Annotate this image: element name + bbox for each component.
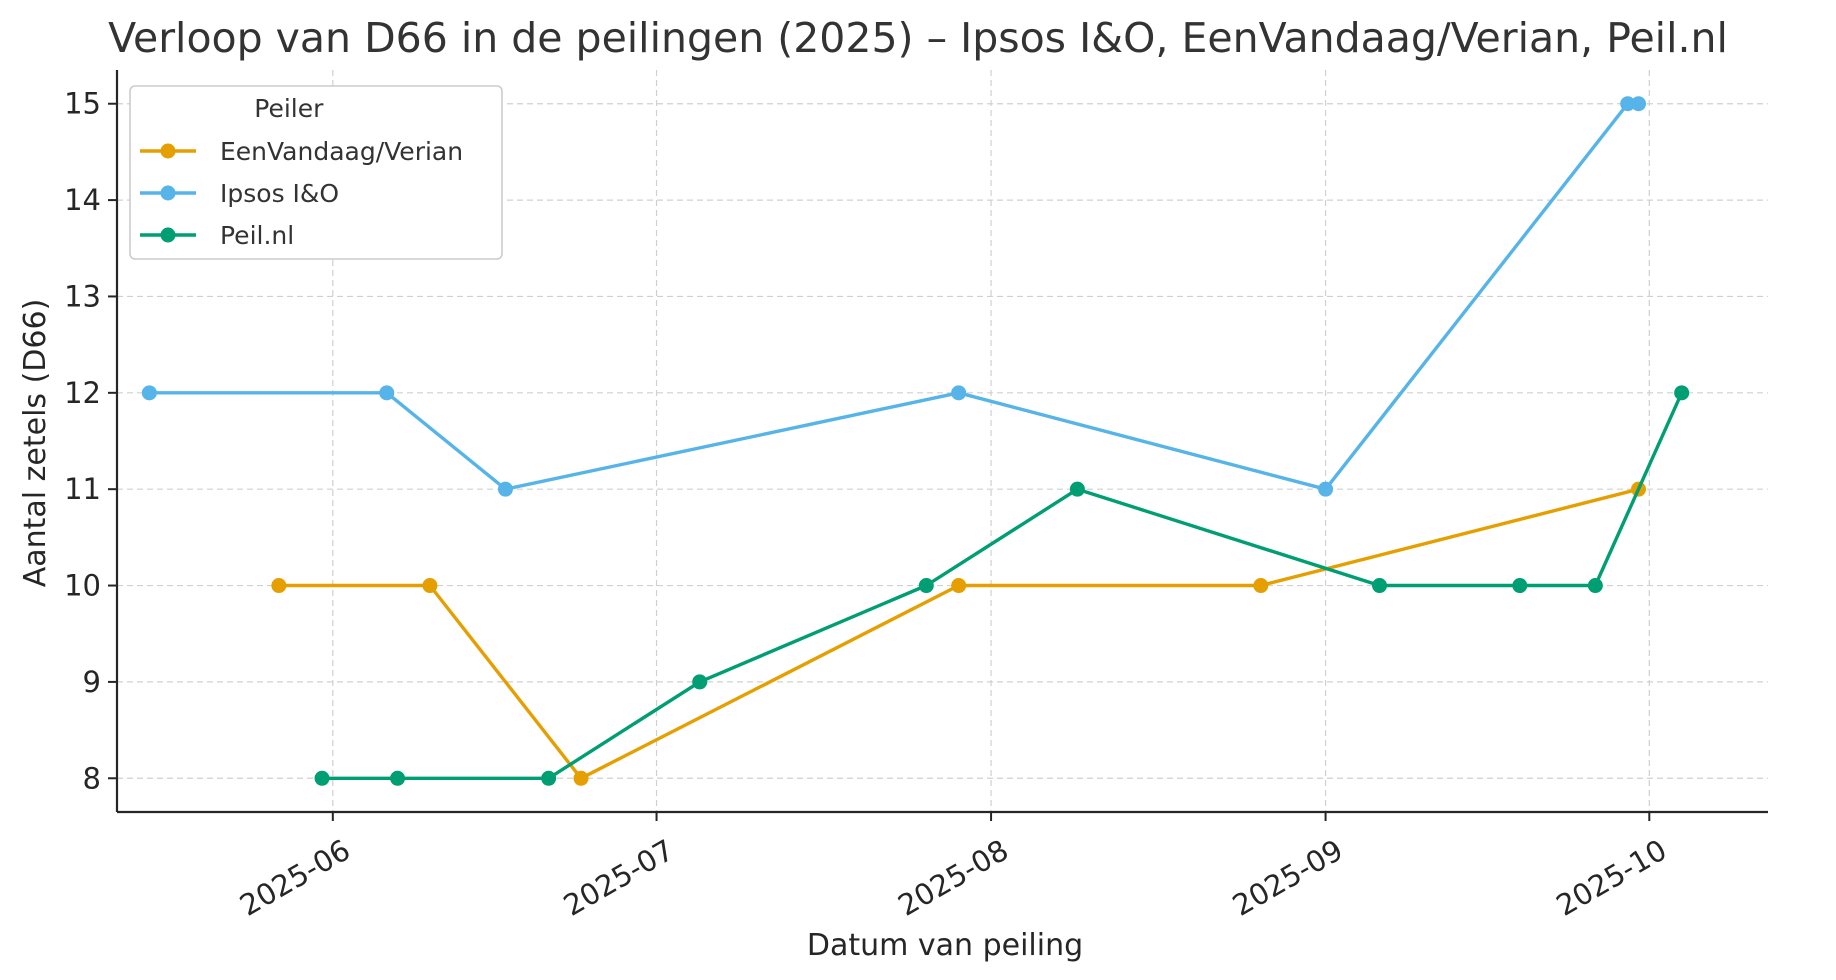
data-point-peil-nl: [692, 674, 708, 690]
data-point-ipsos-i-o: [1620, 96, 1636, 112]
series-line-peil-nl: [320, 391, 1684, 780]
series-ipsos-i-o: [141, 96, 1647, 497]
legend-marker-swatch: [160, 143, 176, 159]
legend: Peiler EenVandaag/Verian Ipsos I&O Peil.nl: [129, 85, 503, 260]
series-lines: [141, 96, 1690, 786]
legend-item-eenvandaag-verian: EenVandaag/Verian: [140, 137, 463, 166]
series-line-eenvandaag-verian: [277, 487, 1641, 780]
y-tick-label: 8: [83, 761, 101, 795]
data-point-ipsos-i-o: [379, 385, 395, 401]
series-peil-nl: [314, 385, 1690, 786]
x-tick-label: 2025-06: [234, 833, 356, 923]
x-tick-label: 2025-07: [558, 833, 680, 923]
data-point-ipsos-i-o: [141, 385, 157, 401]
y-tick-label: 14: [64, 183, 101, 217]
chart-title: Verloop van D66 in de peilingen (2025) –…: [108, 14, 1728, 62]
y-tick-label: 9: [83, 665, 101, 699]
data-point-peil-nl: [1587, 578, 1603, 594]
data-point-peil-nl: [1069, 481, 1085, 497]
data-point-ipsos-i-o: [1631, 96, 1647, 112]
series-eenvandaag-verian: [271, 481, 1647, 786]
data-point-peil-nl: [314, 770, 330, 786]
data-point-eenvandaag-verian: [573, 770, 589, 786]
y-tick-label: 11: [64, 472, 101, 506]
legend-label: EenVandaag/Verian: [220, 137, 463, 166]
legend-item-ipsos-i-o: Ipsos I&O: [140, 179, 339, 208]
x-tick-label: 2025-08: [892, 833, 1014, 923]
y-tick-label: 13: [64, 279, 101, 313]
data-point-peil-nl: [1512, 578, 1528, 594]
legend-marker-swatch: [160, 185, 176, 201]
legend-label: Ipsos I&O: [220, 179, 339, 208]
data-point-peil-nl: [918, 578, 934, 594]
y-tick-label: 10: [64, 569, 101, 603]
data-point-eenvandaag-verian: [271, 578, 287, 594]
y-axis-title: Aantal zetels (D66): [18, 299, 53, 588]
data-point-ipsos-i-o: [951, 385, 967, 401]
x-tick-label: 2025-10: [1550, 833, 1672, 923]
legend-title: Peiler: [254, 94, 324, 123]
legend-box: [129, 85, 503, 260]
x-axis-title: Datum van peiling: [807, 928, 1083, 963]
data-point-eenvandaag-verian: [951, 578, 967, 594]
data-point-peil-nl: [1372, 578, 1388, 594]
legend-label: Peil.nl: [220, 221, 294, 250]
data-point-ipsos-i-o: [497, 481, 513, 497]
data-point-peil-nl: [1674, 385, 1690, 401]
legend-item-peil-nl: Peil.nl: [140, 221, 294, 250]
data-point-ipsos-i-o: [1318, 481, 1334, 497]
x-tick-label: 2025-09: [1227, 833, 1349, 923]
y-tick-label: 12: [64, 376, 101, 410]
data-point-eenvandaag-verian: [1253, 578, 1269, 594]
data-point-peil-nl: [390, 770, 406, 786]
y-tick-label: 15: [64, 87, 101, 121]
data-point-eenvandaag-verian: [422, 578, 438, 594]
legend-marker-swatch: [160, 227, 176, 243]
data-point-peil-nl: [541, 770, 557, 786]
